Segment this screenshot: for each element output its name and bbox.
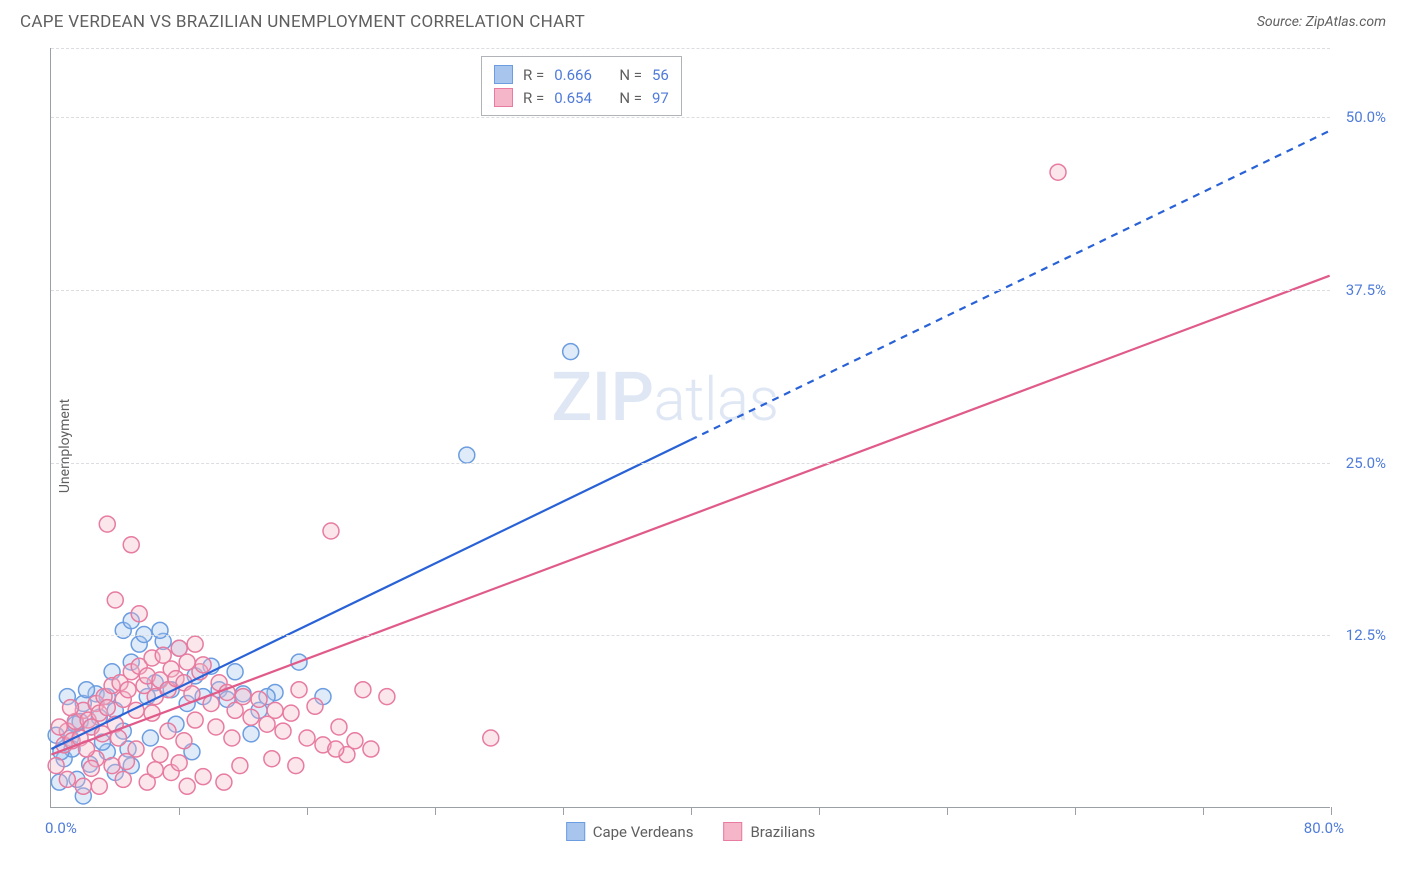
trend-line <box>51 440 690 749</box>
data-point <box>227 664 243 680</box>
data-point <box>79 682 95 698</box>
data-point <box>63 700 79 716</box>
trend-line <box>51 276 1329 755</box>
x-tick <box>1075 807 1076 815</box>
x-tick <box>563 807 564 815</box>
legend-swatch <box>723 822 742 841</box>
data-point <box>142 730 158 746</box>
data-point <box>83 760 99 776</box>
data-point <box>243 709 259 725</box>
series-name: Cape Verdeans <box>593 823 694 841</box>
data-point <box>107 592 123 608</box>
data-point <box>147 762 163 778</box>
data-point <box>195 769 211 785</box>
data-point <box>483 730 499 746</box>
data-point <box>264 751 280 767</box>
data-point <box>59 771 75 787</box>
scatter-svg <box>51 48 1330 807</box>
data-point <box>288 758 304 774</box>
data-point <box>99 700 115 716</box>
data-point <box>187 712 203 728</box>
series-legend-item: Cape Verdeans <box>566 822 694 841</box>
data-point <box>160 723 176 739</box>
x-tick <box>1331 807 1332 815</box>
y-tick-label: 12.5% <box>1346 626 1386 644</box>
data-point <box>123 537 139 553</box>
x-tick <box>947 807 948 815</box>
data-point <box>224 730 240 746</box>
x-tick <box>307 807 308 815</box>
x-min-label: 0.0% <box>45 819 77 837</box>
x-tick <box>179 807 180 815</box>
data-point <box>563 344 579 360</box>
data-point <box>131 606 147 622</box>
x-tick <box>819 807 820 815</box>
data-point <box>171 755 187 771</box>
data-point <box>91 778 107 794</box>
grid-line <box>51 635 1330 636</box>
data-point <box>187 636 203 652</box>
data-point <box>195 657 211 673</box>
x-max-label: 80.0% <box>1304 819 1344 837</box>
data-point <box>176 733 192 749</box>
grid-line <box>51 463 1330 464</box>
trend-line-extrapolated <box>691 131 1330 440</box>
series-name: Brazilians <box>750 823 815 841</box>
x-tick <box>1203 807 1204 815</box>
data-point <box>323 523 339 539</box>
data-point <box>1050 164 1066 180</box>
data-point <box>283 705 299 721</box>
data-point <box>152 747 168 763</box>
chart-title: CAPE VERDEAN VS BRAZILIAN UNEMPLOYMENT C… <box>20 12 585 32</box>
data-point <box>48 758 64 774</box>
data-point <box>118 753 134 769</box>
series-legend-item: Brazilians <box>723 822 815 841</box>
data-point <box>363 741 379 757</box>
x-tick <box>435 807 436 815</box>
data-point <box>51 719 67 735</box>
data-point <box>216 774 232 790</box>
data-point <box>235 689 251 705</box>
data-point <box>299 730 315 746</box>
source-label: Source: ZipAtlas.com <box>1257 14 1386 30</box>
data-point <box>104 758 120 774</box>
data-point <box>208 719 224 735</box>
data-point <box>267 702 283 718</box>
grid-line <box>51 48 1330 49</box>
grid-line <box>51 290 1330 291</box>
data-point <box>243 726 259 742</box>
grid-line <box>51 117 1330 118</box>
data-point <box>75 778 91 794</box>
data-point <box>459 447 475 463</box>
legend-swatch <box>566 822 585 841</box>
data-point <box>331 719 347 735</box>
data-point <box>355 682 371 698</box>
data-point <box>251 691 267 707</box>
x-tick <box>691 807 692 815</box>
y-tick-label: 37.5% <box>1346 281 1386 299</box>
data-point <box>232 758 248 774</box>
data-point <box>120 682 136 698</box>
data-point <box>179 778 195 794</box>
chart-area: Unemployment ZIPatlas R = 0.666 N = 56 R… <box>50 48 1385 843</box>
data-point <box>115 771 131 787</box>
y-tick-label: 25.0% <box>1346 454 1386 472</box>
data-point <box>328 741 344 757</box>
series-legend: Cape Verdeans Brazilians <box>566 822 816 841</box>
data-point <box>275 723 291 739</box>
data-point <box>379 689 395 705</box>
plot-region: ZIPatlas R = 0.666 N = 56 R = 0.654 N = … <box>50 48 1330 808</box>
data-point <box>99 516 115 532</box>
data-point <box>307 698 323 714</box>
data-point <box>291 682 307 698</box>
y-tick-label: 50.0% <box>1346 108 1386 126</box>
